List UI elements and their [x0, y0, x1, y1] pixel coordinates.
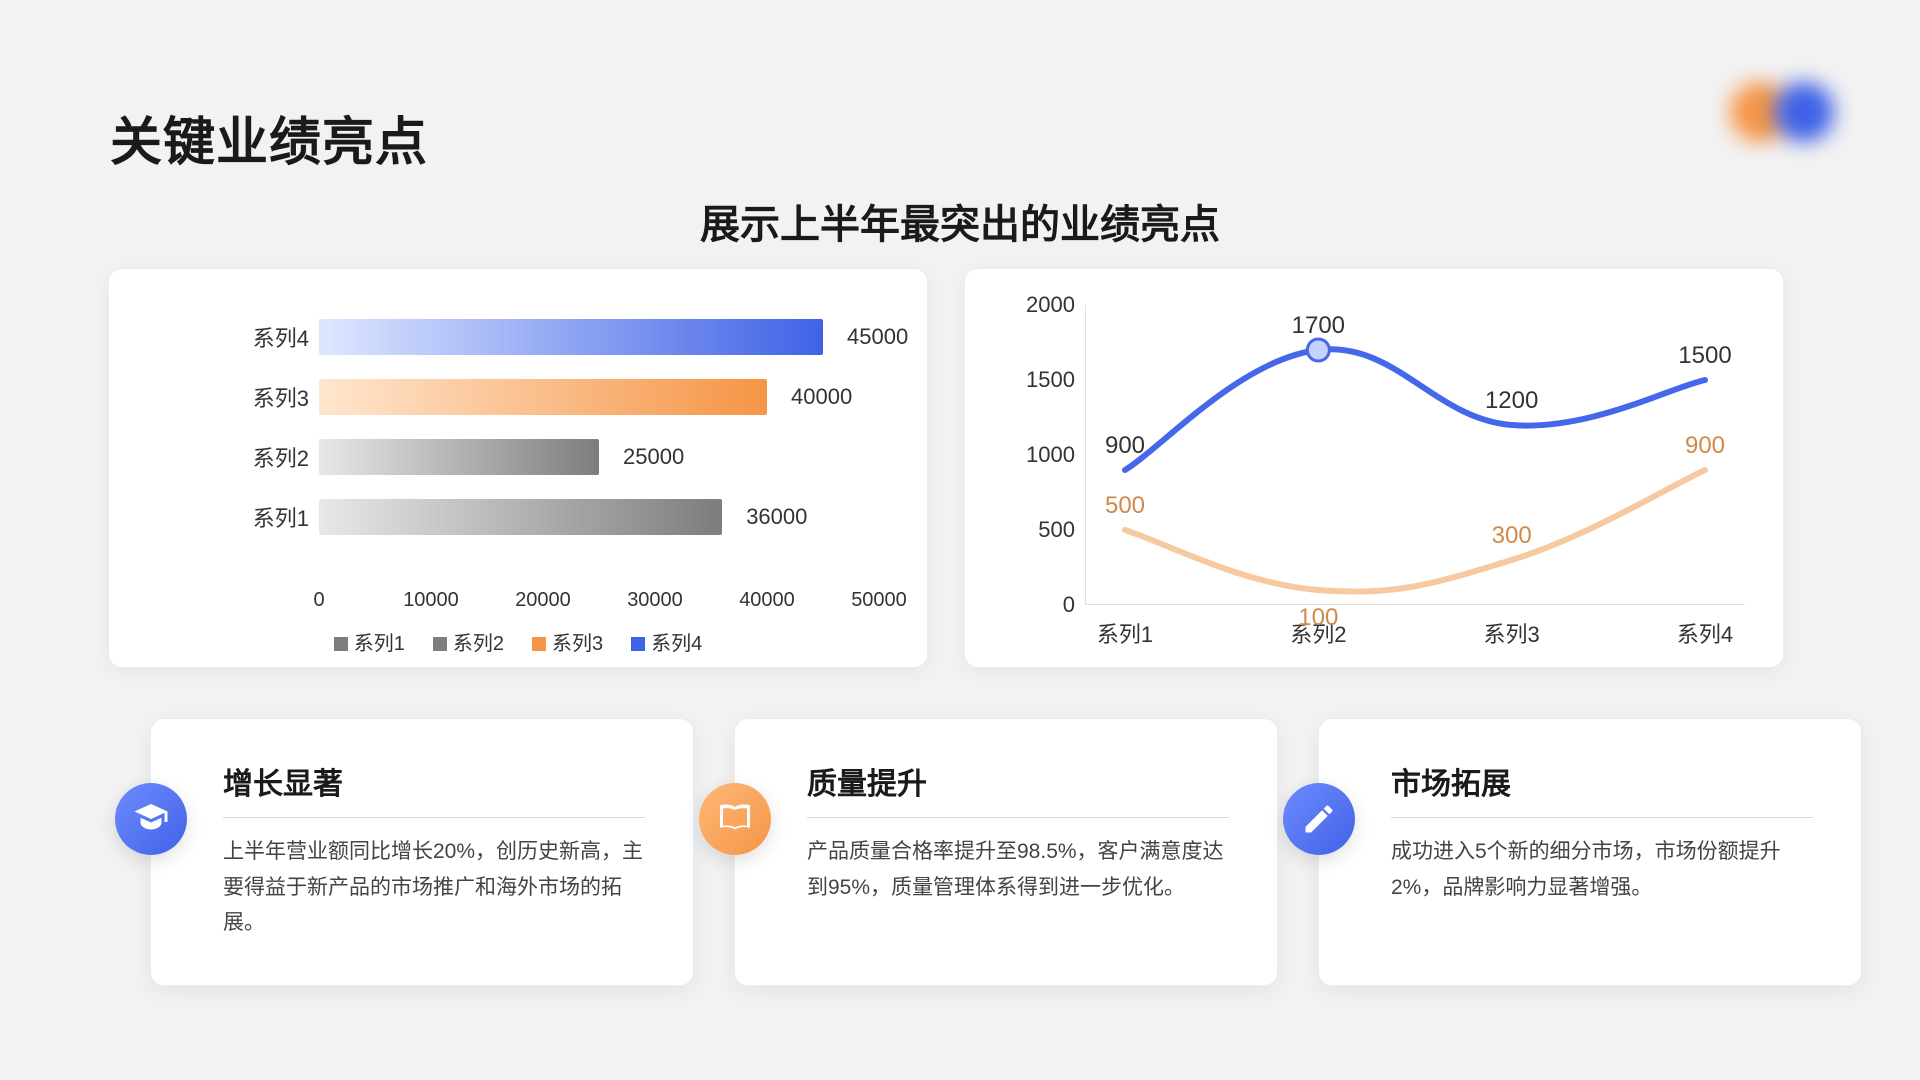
line-xlabel: 系列3: [1484, 617, 1540, 649]
line-chart-card: 0500100015002000系列1系列2系列3系列4900170012001…: [964, 268, 1784, 668]
highlight-body: 产品质量合格率提升至98.5%，客户满意度达到95%，质量管理体系得到进一步优化…: [807, 834, 1229, 905]
bar-chart-card: 系列1 系列2 系列3 系列4 系列4 45000 系列3 40000 系列2 25000 系列1…: [108, 268, 928, 668]
line-ytick: 1000: [1015, 442, 1075, 468]
bar-value: 36000: [746, 504, 807, 530]
bar-xaxis-tick: 50000: [851, 589, 907, 612]
bar-legend-item: 系列1: [334, 627, 405, 656]
highlights-row: 增长显著上半年营业额同比增长20%，创历史新高，主要得益于新产品的市场推广和海外…: [150, 718, 1862, 986]
highlight-divider: [1391, 817, 1813, 818]
bar-legend: 系列1 系列2 系列3 系列4: [109, 627, 927, 656]
line-value-label: 300: [1492, 522, 1532, 550]
line-ytick: 0: [1015, 592, 1075, 618]
bar-系列1: [319, 499, 722, 535]
bar-value: 45000: [847, 324, 908, 350]
bar-value: 40000: [791, 384, 852, 410]
book-icon: [699, 783, 771, 855]
line-value-label: 500: [1105, 492, 1145, 520]
highlight-divider: [223, 817, 645, 818]
bar-value: 25000: [623, 444, 684, 470]
bar-xaxis-tick: 40000: [739, 589, 795, 612]
line-value-label: 1700: [1292, 312, 1345, 340]
highlight-divider: [807, 817, 1229, 818]
line-ytick: 1500: [1015, 367, 1075, 393]
line-xlabel: 系列1: [1097, 617, 1153, 649]
line-value-label: 900: [1105, 432, 1145, 460]
charts-row: 系列1 系列2 系列3 系列4 系列4 45000 系列3 40000 系列2 25000 系列1…: [108, 268, 1784, 668]
bar-系列4: [319, 319, 823, 355]
bar-ylabel: 系列2: [229, 441, 309, 473]
bar-ylabel: 系列1: [229, 501, 309, 533]
line-value-label: 1200: [1485, 387, 1538, 415]
line-plot-area: [1085, 305, 1745, 605]
line-value-label: 100: [1298, 604, 1338, 632]
highlight-card-2: 市场拓展成功进入5个新的细分市场，市场份额提升2%，品牌影响力显著增强。: [1318, 718, 1862, 986]
bar-系列3: [319, 379, 767, 415]
bar-系列2: [319, 439, 599, 475]
page-title: 关键业绩亮点: [110, 100, 428, 175]
highlight-title: 增长显著: [223, 759, 645, 803]
bar-xaxis-tick: 10000: [403, 589, 459, 612]
line-ytick: 500: [1015, 517, 1075, 543]
bar-ylabel: 系列3: [229, 381, 309, 413]
highlight-title: 质量提升: [807, 759, 1229, 803]
bar-legend-item: 系列4: [631, 627, 702, 656]
bar-xaxis-tick: 20000: [515, 589, 571, 612]
highlight-title: 市场拓展: [1391, 759, 1813, 803]
highlight-card-0: 增长显著上半年营业额同比增长20%，创历史新高，主要得益于新产品的市场推广和海外…: [150, 718, 694, 986]
line-xlabel: 系列4: [1677, 617, 1733, 649]
bar-legend-item: 系列2: [433, 627, 504, 656]
bar-ylabel: 系列4: [229, 321, 309, 353]
bar-xaxis-tick: 0: [313, 589, 324, 612]
decorative-blur: [1730, 78, 1860, 148]
bar-plot-area: [319, 319, 879, 579]
bar-legend-item: 系列3: [532, 627, 603, 656]
line-ytick: 2000: [1015, 292, 1075, 318]
pencil-icon: [1283, 783, 1355, 855]
highlight-body: 上半年营业额同比增长20%，创历史新高，主要得益于新产品的市场推广和海外市场的拓…: [223, 834, 645, 941]
line-value-label: 1500: [1678, 342, 1731, 370]
highlight-body: 成功进入5个新的细分市场，市场份额提升2%，品牌影响力显著增强。: [1391, 834, 1813, 905]
page-subtitle: 展示上半年最突出的业绩亮点: [0, 192, 1920, 250]
highlight-card-1: 质量提升产品质量合格率提升至98.5%，客户满意度达到95%，质量管理体系得到进…: [734, 718, 1278, 986]
bar-xaxis-tick: 30000: [627, 589, 683, 612]
graduate-icon: [115, 783, 187, 855]
line-value-label: 900: [1685, 432, 1725, 460]
